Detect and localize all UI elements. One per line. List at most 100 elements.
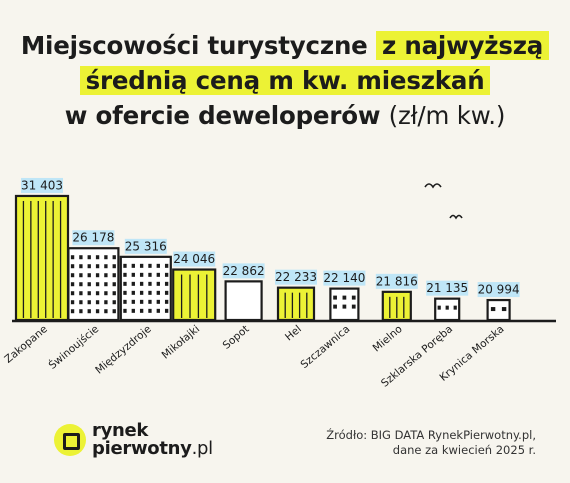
- bar-window: [104, 291, 108, 296]
- data-label-bg: [275, 269, 317, 285]
- data-label: 21 135: [426, 281, 468, 295]
- title-line-3: w ofercie deweloperów (zł/m kw.): [0, 98, 570, 133]
- bar-window: [501, 307, 507, 312]
- data-label-bg: [124, 238, 167, 254]
- bar-window: [156, 299, 160, 304]
- data-label: 21 816: [376, 274, 418, 288]
- bar-window: [112, 255, 116, 260]
- bar-window: [87, 309, 91, 314]
- bar-window: [164, 308, 169, 313]
- logo-line-2-bold: pierwotny: [92, 438, 192, 459]
- chart-title: Miejscowości turystyczne z najwyższą śre…: [0, 28, 570, 133]
- bar-window: [112, 264, 116, 269]
- bar-window: [104, 264, 108, 269]
- bar-window: [87, 291, 91, 296]
- data-label-bg: [426, 280, 469, 296]
- data-label-bg: [72, 230, 115, 246]
- bar-window: [70, 291, 75, 296]
- bar-window: [156, 308, 160, 313]
- bar-window: [148, 299, 152, 304]
- bar-window: [156, 281, 160, 286]
- bar: [224, 280, 263, 322]
- category-label: Mikołajki: [160, 323, 203, 361]
- bar-window: [87, 255, 91, 260]
- bar-window: [164, 290, 169, 295]
- bar-window: [95, 255, 100, 260]
- title-highlight-1: z najwyższą: [375, 31, 550, 60]
- bar-window: [112, 309, 116, 314]
- bar-window: [131, 281, 135, 286]
- title-text-3: w ofercie deweloperów: [64, 101, 389, 130]
- bar-window: [95, 291, 100, 296]
- bar-window: [333, 295, 337, 300]
- category-label: Sopot: [221, 323, 252, 352]
- bar-window: [112, 282, 116, 287]
- bar: [172, 268, 217, 322]
- bar-window: [148, 263, 152, 268]
- data-label-bg: [375, 273, 418, 289]
- bar-window: [112, 291, 116, 296]
- bar-window: [453, 305, 457, 310]
- bar-window: [95, 309, 100, 314]
- bar-window: [490, 307, 496, 312]
- bar-window: [104, 255, 108, 260]
- bar-window: [87, 273, 91, 278]
- bar-window: [148, 272, 152, 277]
- bar-window: [70, 264, 75, 269]
- logo-text: rynek pierwotny.pl: [92, 422, 213, 458]
- logo-line-2: pierwotny.pl: [92, 440, 213, 458]
- bar-window: [112, 300, 116, 305]
- data-label: 20 994: [478, 283, 520, 297]
- source-note: Źródło: BIG DATA RynekPierwotny.pl, dane…: [326, 428, 536, 458]
- bar: [14, 194, 70, 322]
- bar: [67, 247, 120, 322]
- data-label: 25 316: [125, 239, 167, 253]
- bar-window: [351, 295, 356, 300]
- bar-window: [123, 290, 127, 295]
- bar-window: [95, 264, 100, 269]
- logo-line-2-suffix: .pl: [191, 438, 214, 459]
- bar-window: [164, 281, 169, 286]
- logo-icon: [54, 424, 86, 456]
- bar: [486, 298, 511, 322]
- category-label: Międzyzdroje: [93, 323, 153, 376]
- category-label: Szczawnica: [298, 323, 352, 371]
- bar-window: [70, 300, 75, 305]
- title-line-1: Miejscowości turystyczne z najwyższą: [0, 28, 570, 63]
- bar-window: [131, 263, 135, 268]
- bar-window: [104, 273, 108, 278]
- bar-window: [87, 264, 91, 269]
- data-label: 26 178: [72, 231, 114, 245]
- bar-window: [123, 272, 127, 277]
- bar-window: [164, 263, 169, 268]
- data-label-bg: [477, 282, 520, 298]
- bar-window: [95, 282, 100, 287]
- category-label: Zakopane: [2, 323, 50, 366]
- data-label: 22 233: [275, 270, 317, 284]
- bar-window: [333, 304, 337, 309]
- bar-window: [79, 300, 83, 305]
- bar-window: [437, 305, 441, 310]
- bar-window: [95, 273, 100, 278]
- bar-window: [87, 300, 91, 305]
- data-label-bg: [21, 177, 63, 193]
- bar-window: [70, 273, 75, 278]
- bar-window: [79, 255, 83, 260]
- bar-window: [342, 304, 347, 309]
- bar-window: [139, 263, 144, 268]
- bar-window: [79, 291, 83, 296]
- bar-window: [70, 282, 75, 287]
- title-line-2: średnią ceną m kw. mieszkań: [0, 63, 570, 98]
- bar-window: [104, 282, 108, 287]
- bar-window: [131, 272, 135, 277]
- bar-window: [70, 255, 75, 260]
- data-label-bg: [323, 270, 366, 286]
- data-label: 22 862: [223, 264, 265, 278]
- bar: [329, 287, 360, 322]
- data-label-bg: [222, 263, 265, 279]
- bar-window: [164, 272, 169, 277]
- bar-window: [139, 308, 144, 313]
- data-label: 24 046: [173, 252, 215, 266]
- bar-window: [123, 308, 127, 313]
